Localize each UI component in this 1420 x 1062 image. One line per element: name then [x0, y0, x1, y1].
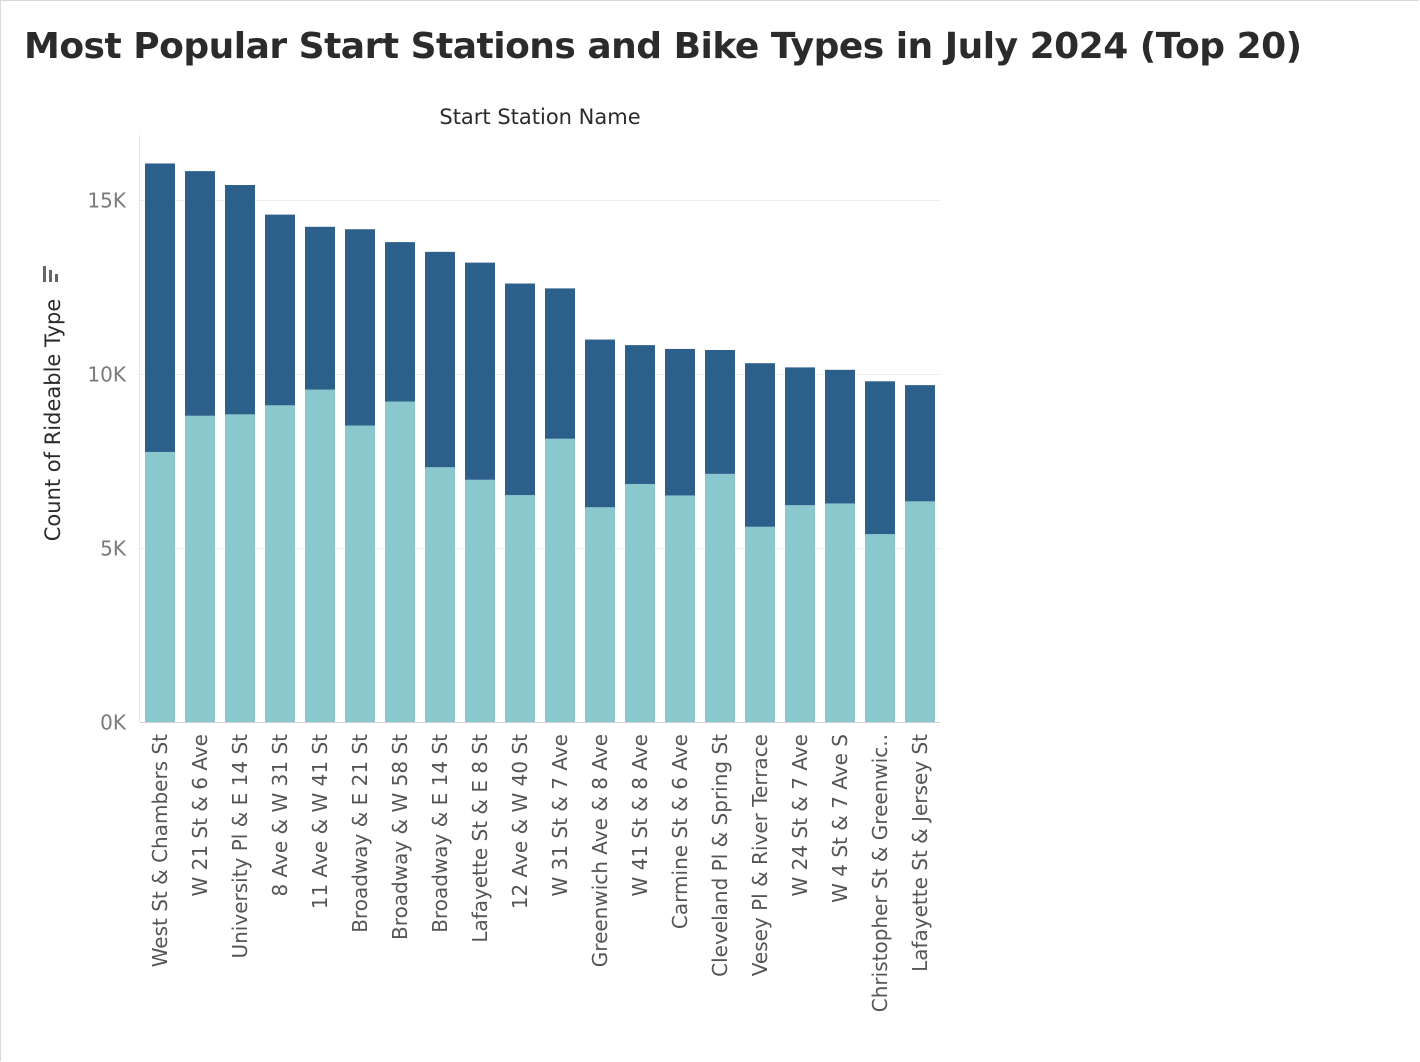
- bar-segment-upper[interactable]: [505, 283, 535, 496]
- bar-segment-lower[interactable]: [465, 479, 495, 722]
- grid-layer: [139, 135, 940, 722]
- bar-segment-lower[interactable]: [265, 405, 295, 722]
- bar-segment-lower[interactable]: [345, 425, 375, 722]
- bar-segment-upper[interactable]: [425, 251, 455, 468]
- chart-title: Most Popular Start Stations and Bike Typ…: [24, 26, 1302, 67]
- bar-segment-upper[interactable]: [745, 363, 775, 527]
- bar-segment-upper[interactable]: [625, 345, 655, 484]
- bar-segment-lower[interactable]: [305, 389, 335, 722]
- bar-segment-upper[interactable]: [265, 214, 295, 406]
- y-axis-title: Count of Rideable Type: [41, 299, 65, 542]
- bar-segment-lower[interactable]: [185, 415, 215, 722]
- bar-segment-upper[interactable]: [345, 229, 375, 426]
- bar-segment-upper[interactable]: [145, 163, 175, 452]
- y-tick-label: 0K: [100, 711, 127, 735]
- bar-segment-lower[interactable]: [385, 401, 415, 722]
- x-category-label: Christopher St & Greenwic..: [868, 734, 892, 1012]
- x-category-label: W 41 St & 8 Ave: [628, 734, 652, 897]
- x-category-label: W 24 St & 7 Ave: [788, 734, 812, 897]
- x-category-label: W 21 St & 6 Ave: [188, 734, 212, 897]
- x-category-label: Broadway & E 14 St: [428, 734, 452, 933]
- bar-segment-lower[interactable]: [225, 414, 255, 722]
- bar-segment-upper[interactable]: [665, 348, 695, 496]
- bar-segment-upper[interactable]: [705, 349, 735, 474]
- bar-segment-lower[interactable]: [785, 505, 815, 722]
- bar-segment-lower[interactable]: [425, 467, 455, 722]
- x-category-label: Greenwich Ave & 8 Ave: [588, 734, 612, 967]
- bar-segment-lower[interactable]: [665, 495, 695, 722]
- bar-segment-lower[interactable]: [745, 526, 775, 722]
- bar-segment-lower[interactable]: [705, 473, 735, 722]
- x-axis-title: Start Station Name: [439, 105, 640, 129]
- x-category-label: Lafayette St & E 8 St: [468, 734, 492, 943]
- x-axis-categories: West St & Chambers St W 21 St & 6 Ave Univ…: [148, 734, 932, 1012]
- bar-segment-upper[interactable]: [785, 367, 815, 506]
- x-category-label: Broadway & W 58 St: [388, 734, 412, 940]
- y-axis-ticks: 0K 5K 10K 15K: [87, 189, 126, 735]
- bar-segment-upper[interactable]: [905, 385, 935, 502]
- x-category-label: University Pl & E 14 St: [228, 734, 252, 959]
- y-tick-label: 5K: [100, 537, 127, 561]
- bar-segment-lower[interactable]: [585, 507, 615, 722]
- bar-segment-lower[interactable]: [625, 483, 655, 722]
- sort-icon[interactable]: [43, 266, 58, 282]
- bar-segment-upper[interactable]: [305, 226, 335, 390]
- x-category-label: W 31 St & 7 Ave: [548, 734, 572, 897]
- bar-segment-lower[interactable]: [505, 495, 535, 722]
- bar-segment-upper[interactable]: [545, 288, 575, 439]
- x-category-label: Broadway & E 21 St: [348, 734, 372, 933]
- y-tick-label: 10K: [87, 363, 126, 387]
- bar-segment-lower[interactable]: [545, 438, 575, 722]
- x-category-label: Carmine St & 6 Ave: [668, 734, 692, 929]
- x-category-label: 8 Ave & W 31 St: [268, 734, 292, 897]
- x-category-label: Lafayette St & Jersey St: [908, 734, 932, 972]
- x-category-label: 11 Ave & W 41 St: [308, 734, 332, 909]
- bar-segment-upper[interactable]: [385, 242, 415, 402]
- bar-segment-lower[interactable]: [825, 503, 855, 722]
- bar-layer: [145, 163, 935, 722]
- bar-segment-upper[interactable]: [865, 381, 895, 535]
- x-category-label: West St & Chambers St: [148, 734, 172, 967]
- y-tick-label: 15K: [87, 189, 126, 213]
- bar-segment-upper[interactable]: [225, 185, 255, 415]
- bar-segment-upper[interactable]: [585, 339, 615, 508]
- x-category-label: Cleveland Pl & Spring St: [708, 734, 732, 977]
- bar-segment-lower[interactable]: [865, 534, 895, 722]
- bar-segment-lower[interactable]: [145, 451, 175, 722]
- x-category-label: W 4 St & 7 Ave S: [828, 734, 852, 903]
- bar-segment-upper[interactable]: [465, 262, 495, 480]
- x-category-label: 12 Ave & W 40 St: [508, 734, 532, 909]
- x-category-label: Vesey Pl & River Terrace: [748, 734, 772, 976]
- bar-segment-upper[interactable]: [825, 369, 855, 504]
- bar-segment-upper[interactable]: [185, 171, 215, 416]
- bar-segment-lower[interactable]: [905, 501, 935, 722]
